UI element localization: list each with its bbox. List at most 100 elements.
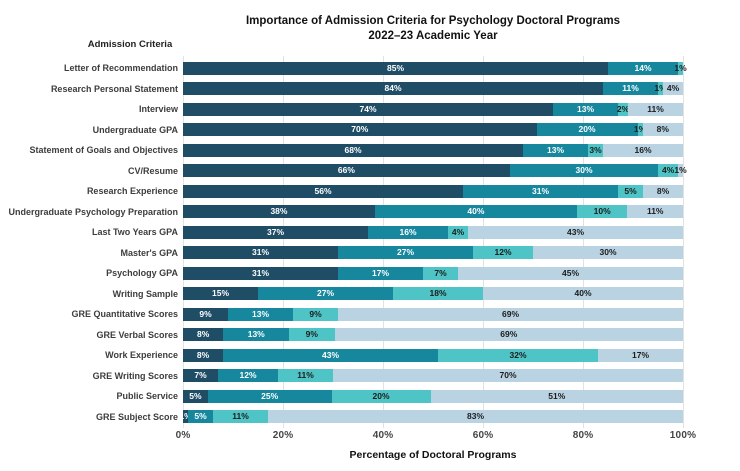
stacked-bar: 31% 27% 12% 30% <box>183 246 683 260</box>
chart-title: Importance of Admission Criteria for Psy… <box>160 14 706 44</box>
bar-segment-value: 8% <box>656 185 670 196</box>
bar-segment: 11% <box>628 102 683 116</box>
bar-segment-value: 30% <box>575 165 593 176</box>
x-tick-label: 80% <box>572 430 594 441</box>
bar-segment-value: 15% <box>211 288 229 299</box>
bar-segment-value: 4% <box>662 165 675 176</box>
bar-segment-value: 13% <box>576 103 594 114</box>
bar-segment-value: 31% <box>531 185 549 196</box>
bar-segment: 15% <box>183 287 258 301</box>
bar-segment: 8% <box>642 123 683 137</box>
bar-segment: 31% <box>183 246 338 260</box>
chart-title-line1: Importance of Admission Criteria for Psy… <box>245 15 621 27</box>
bar-segment: 20% <box>331 389 431 403</box>
bar-segment: 69% <box>334 328 683 342</box>
bar-row: Writing Sample 15% 27% 18% 40% <box>0 284 740 305</box>
bar-segment-value: 68% <box>344 144 362 155</box>
bar-segment-value: 4% <box>666 83 680 94</box>
x-tick-label: 60% <box>472 430 494 441</box>
bar-segment-value: 74% <box>359 103 377 114</box>
bar-row: Work Experience 8% 43% 32% 17% <box>0 345 740 366</box>
bar-segment-value: 5% <box>189 390 202 401</box>
stacked-bar: 66% 30% 4% 1% <box>183 164 687 178</box>
bar-segment: 69% <box>338 307 683 321</box>
category-label: Interview <box>138 104 178 115</box>
bar-segment: 40% <box>374 205 577 219</box>
bar-segment-value: 11% <box>646 206 664 217</box>
bar-segment-value: 17% <box>631 349 649 360</box>
x-tick-label: 20% <box>272 430 294 441</box>
bar-segment: 11% <box>278 369 333 383</box>
chart-title-line2: 2022–23 Academic Year <box>368 30 498 42</box>
category-label: Statement of Goals and Objectives <box>29 145 178 156</box>
category-label: Public Service <box>116 391 178 402</box>
bar-segment: 11% <box>213 410 268 424</box>
bar-row: Statement of Goals and Objectives 68% 13% 3… <box>0 140 740 161</box>
bar-segment-value: 20% <box>578 124 596 135</box>
bar-segment-value: 31% <box>251 267 269 278</box>
bar-segment-value: 11% <box>622 83 639 94</box>
x-tick-label: 100% <box>669 430 697 441</box>
bar-segment: 56% <box>183 184 463 198</box>
category-label: GRE Subject Score <box>95 411 178 422</box>
bar-segment-value: 51% <box>548 390 566 401</box>
bar-segment: 43% <box>468 225 683 239</box>
bar-segment-value: 4% <box>451 226 465 237</box>
bar-segment: 68% <box>183 143 523 157</box>
bar-segment: 13% <box>228 307 293 321</box>
stacked-bar: 37% 16% 4% 43% <box>183 225 683 239</box>
stacked-bar: 9% 13% 9% 69% <box>183 307 683 321</box>
bar-segment-value: 30% <box>599 247 617 258</box>
bar-segment-value: 8% <box>196 349 210 360</box>
bar-segment-value: 70% <box>499 370 517 381</box>
bar-segment-value: 12% <box>494 247 512 258</box>
bar-segment: 3% <box>588 143 603 157</box>
bar-segment-value: 12% <box>239 370 257 381</box>
x-axis-title: Percentage of Doctoral Programs <box>349 449 517 461</box>
bar-row: Undergraduate GPA 70% 20% 1% 8% <box>0 120 740 141</box>
bar-segment: 27% <box>258 287 393 301</box>
category-label: Research Experience <box>86 186 178 197</box>
bar-segment-value: 9% <box>309 308 322 319</box>
bar-segment: 30% <box>509 164 659 178</box>
bar-segment-value: 9% <box>199 308 212 319</box>
stacked-bar: 74% 13% 2% 11% <box>183 102 683 116</box>
bar-row: Letter of Recommendation 85% 14% 1% <box>0 58 740 79</box>
bar-segment-value: 14% <box>634 62 652 73</box>
gridline <box>483 56 484 428</box>
bar-segment: 13% <box>523 143 588 157</box>
bar-row: Research Experience 56% 31% 5% 8% <box>0 181 740 202</box>
x-tick-label: 40% <box>372 430 394 441</box>
bar-segment-value: 5% <box>194 411 207 422</box>
bar-row: Undergraduate Psychology Preparation 38% 4… <box>0 202 740 223</box>
bar-segment: 9% <box>293 307 338 321</box>
bar-segment: 16% <box>603 143 683 157</box>
bar-segment-value: 37% <box>266 226 284 237</box>
bar-segment: 31% <box>463 184 618 198</box>
bar-segment: 13% <box>223 328 290 342</box>
bar-segment-value: 66% <box>337 165 355 176</box>
bar-segment: 70% <box>183 123 537 137</box>
bar-segment: 66% <box>183 164 510 178</box>
bar-segment-value: 11% <box>232 411 249 422</box>
bar-segment-value: 27% <box>396 247 414 258</box>
bar-segment-value: 9% <box>305 329 318 340</box>
bar-row: GRE Verbal Scores 8% 13% 9% 69% <box>0 325 740 346</box>
bar-row: GRE Subject Score 1% 5% 11% 83% <box>0 407 740 428</box>
bar-segment-value: 8% <box>656 124 669 135</box>
category-label: GRE Verbal Scores <box>96 329 178 340</box>
bar-segment-value: 40% <box>574 288 592 299</box>
bar-segment: 5% <box>188 410 213 424</box>
bar-segment: 27% <box>338 246 473 260</box>
bar-segment: 1% <box>674 164 687 178</box>
bar-segment: 4% <box>448 225 468 239</box>
bar-row: Research Personal Statement 84% 11% 1% 4% <box>0 79 740 100</box>
bar-segment: 74% <box>183 102 553 116</box>
bar-row: CV/Resume 66% 30% 4% 1% <box>0 161 740 182</box>
bar-rows: Letter of Recommendation 85% 14% 1% Research… <box>0 58 740 427</box>
bar-segment: 8% <box>183 348 223 362</box>
bar-segment: 9% <box>289 328 335 342</box>
bar-segment: 17% <box>338 266 423 280</box>
category-label: CV/Resume <box>127 165 178 176</box>
